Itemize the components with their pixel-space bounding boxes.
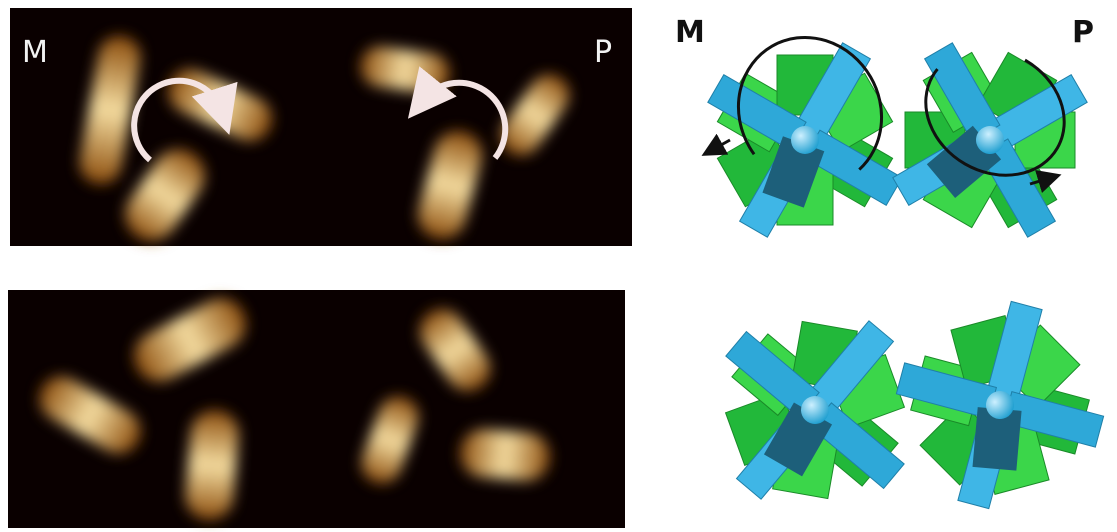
center-sphere bbox=[791, 126, 819, 154]
pinwheel bbox=[881, 286, 1117, 524]
stm-label: M bbox=[22, 35, 48, 70]
figure: M P M P bbox=[0, 0, 1117, 532]
model-label: P bbox=[1072, 15, 1094, 50]
rotation-arrowhead bbox=[712, 140, 730, 150]
pinwheel bbox=[702, 297, 927, 522]
molecular-models bbox=[702, 7, 1117, 524]
pinwheel bbox=[708, 43, 902, 237]
stm-label: P bbox=[594, 35, 612, 70]
model-label: M bbox=[675, 15, 705, 50]
